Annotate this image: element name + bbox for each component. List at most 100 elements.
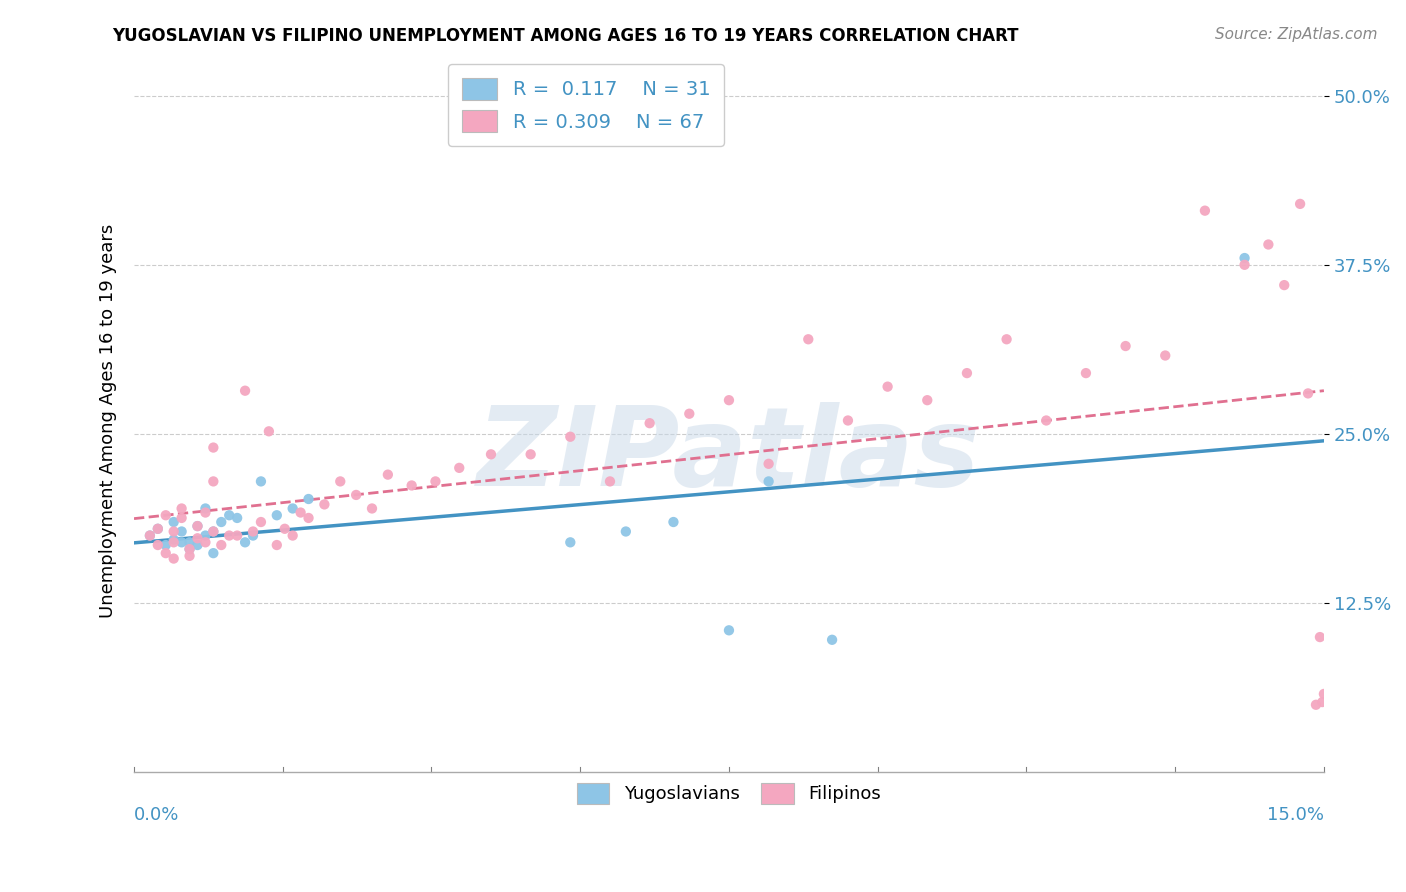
Point (226, 511, 249, 525)
Point (281, 528, 304, 542)
Point (202, 475, 225, 489)
Point (226, 528, 249, 542)
Point (678, 407, 700, 421)
Point (194, 528, 217, 542)
Point (179, 542, 201, 557)
Point (139, 528, 162, 542)
Point (1310, 695, 1333, 709)
Point (519, 447, 541, 461)
Point (1233, 258, 1256, 272)
Point (1194, 203, 1216, 218)
Point (917, 393, 939, 408)
Point (1115, 339, 1137, 353)
Text: Source: ZipAtlas.com: Source: ZipAtlas.com (1215, 27, 1378, 42)
Point (155, 508, 177, 523)
Point (837, 413, 859, 427)
Point (202, 524, 225, 539)
Point (297, 511, 319, 525)
Point (1289, 197, 1312, 211)
Point (209, 538, 232, 552)
Point (1309, 630, 1331, 644)
Point (218, 528, 240, 542)
Text: ZIPatlas: ZIPatlas (477, 402, 981, 509)
Point (425, 475, 447, 489)
Point (281, 501, 304, 516)
Point (1074, 366, 1097, 380)
Point (758, 475, 780, 489)
Point (202, 524, 225, 539)
Point (401, 478, 423, 492)
Point (170, 501, 193, 516)
Point (242, 528, 264, 542)
Point (163, 535, 186, 549)
Point (449, 461, 471, 475)
Point (560, 535, 582, 549)
Text: 15.0%: 15.0% (1267, 806, 1324, 824)
Point (194, 506, 217, 520)
Point (377, 467, 399, 482)
Point (139, 528, 162, 542)
Point (194, 535, 217, 549)
Point (250, 515, 273, 529)
Y-axis label: Unemployment Among Ages 16 to 19 years: Unemployment Among Ages 16 to 19 years (100, 223, 117, 617)
Point (297, 491, 319, 506)
Point (179, 542, 201, 557)
Point (186, 531, 208, 545)
Point (560, 430, 582, 444)
Point (218, 508, 240, 523)
Point (717, 624, 740, 638)
Point (257, 425, 280, 439)
Point (314, 497, 336, 511)
Point (186, 519, 208, 533)
Point (1035, 413, 1057, 427)
Point (638, 416, 661, 430)
Point (717, 393, 740, 408)
Point (233, 535, 256, 549)
Point (202, 441, 225, 455)
Point (329, 475, 352, 489)
Point (821, 632, 844, 647)
Point (599, 475, 621, 489)
Legend: Yugoslavians, Filipinos: Yugoslavians, Filipinos (568, 773, 890, 813)
Point (758, 457, 780, 471)
Point (170, 511, 193, 525)
Point (1296, 386, 1319, 401)
Point (1154, 349, 1177, 363)
Point (361, 501, 384, 516)
Point (146, 522, 169, 536)
Point (250, 475, 273, 489)
Point (876, 379, 898, 393)
Point (233, 384, 256, 398)
Point (170, 535, 193, 549)
Point (179, 549, 201, 563)
Point (1257, 237, 1279, 252)
Point (186, 538, 208, 552)
Point (344, 488, 367, 502)
Point (266, 538, 288, 552)
Text: 0.0%: 0.0% (134, 806, 180, 824)
Point (242, 524, 264, 539)
Point (662, 515, 685, 529)
Point (163, 551, 186, 566)
Point (1233, 251, 1256, 265)
Point (155, 546, 177, 560)
Point (479, 447, 502, 461)
Point (797, 332, 820, 346)
Point (956, 366, 979, 380)
Point (163, 533, 186, 547)
Point (170, 524, 193, 539)
Point (290, 506, 312, 520)
Point (1305, 698, 1327, 712)
Point (146, 538, 169, 552)
Point (179, 535, 201, 549)
Point (163, 524, 186, 539)
Point (209, 515, 232, 529)
Text: YUGOSLAVIAN VS FILIPINO UNEMPLOYMENT AMONG AGES 16 TO 19 YEARS CORRELATION CHART: YUGOSLAVIAN VS FILIPINO UNEMPLOYMENT AMO… (112, 27, 1019, 45)
Point (163, 515, 186, 529)
Point (614, 524, 637, 539)
Point (194, 501, 217, 516)
Point (155, 538, 177, 552)
Point (995, 332, 1018, 346)
Point (202, 546, 225, 560)
Point (1272, 278, 1295, 293)
